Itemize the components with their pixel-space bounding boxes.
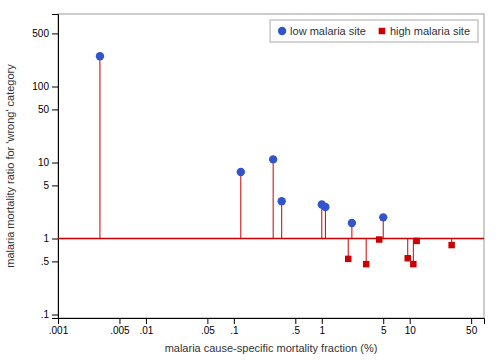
- tick-label: 10: [38, 157, 50, 168]
- point: [376, 236, 382, 242]
- tick-label: .01: [139, 325, 153, 336]
- tick-mark: [471, 318, 472, 324]
- stem: [366, 239, 367, 265]
- tick-mark: [52, 109, 58, 110]
- y-axis-label: malaria mortality ratio for 'wrong' cate…: [4, 64, 16, 268]
- tick-mark: [52, 33, 58, 34]
- stem: [240, 172, 241, 239]
- marks: [58, 52, 484, 267]
- tick-label: 5: [381, 325, 387, 336]
- reference-line: [58, 238, 484, 240]
- tick-label: .005: [110, 325, 130, 336]
- tick-label: 50: [38, 104, 50, 115]
- tick-label: .5: [292, 325, 301, 336]
- tick: .1: [230, 318, 239, 336]
- point: [413, 238, 419, 244]
- point: [404, 255, 410, 261]
- tick: 5: [43, 180, 58, 191]
- point: [363, 261, 369, 267]
- point: [278, 197, 286, 205]
- tick-label: 1: [319, 325, 325, 336]
- y-axis: .1 .5 1 5 10 50 100 500: [32, 15, 58, 321]
- tick-label: 500: [32, 28, 49, 39]
- tick-label: .001: [49, 325, 69, 336]
- x-axis-label: malaria cause-specific mortality fractio…: [165, 342, 378, 354]
- tick: 500: [32, 28, 58, 39]
- tick-mark: [207, 318, 208, 324]
- point: [345, 256, 351, 262]
- chart: .001 .005 .01 .05 .1 .5 1 5 10 50 .1 .5 1 5 10 50 100 500…: [0, 0, 500, 360]
- legend-frame: [270, 20, 478, 42]
- legend-label: high malaria site: [390, 25, 470, 37]
- tick-label: 5: [43, 180, 49, 191]
- tick-label: .05: [201, 325, 215, 336]
- stem: [325, 207, 326, 239]
- tick-mark: [146, 318, 147, 324]
- legend-symbol: [278, 27, 286, 35]
- point: [237, 168, 245, 176]
- tick-label: 10: [405, 325, 417, 336]
- tick: 1: [43, 233, 58, 244]
- legend: low malaria site high malaria site: [270, 20, 478, 42]
- stem: [99, 56, 100, 238]
- tick: 50: [466, 318, 478, 336]
- tick: .001: [49, 318, 69, 336]
- tick: .5: [292, 318, 301, 336]
- tick: 10: [38, 157, 58, 168]
- tick-mark: [383, 318, 384, 324]
- tick-mark: [410, 318, 411, 324]
- tick-label: 100: [32, 81, 49, 92]
- tick-mark: [119, 318, 120, 324]
- point: [348, 219, 356, 227]
- x-axis: .001 .005 .01 .05 .1 .5 1 5 10 50: [49, 318, 485, 336]
- point: [410, 261, 416, 267]
- tick-mark: [52, 87, 58, 88]
- tick: 50: [38, 104, 58, 115]
- legend-label: low malaria site: [290, 25, 366, 37]
- tick-mark: [52, 185, 58, 186]
- point: [379, 213, 387, 221]
- axis-line: [59, 319, 485, 325]
- tick-mark: [52, 163, 58, 164]
- stem: [273, 159, 274, 238]
- tick-label: .1: [41, 309, 50, 320]
- tick: .01: [139, 318, 153, 336]
- tick: 1: [319, 318, 325, 336]
- tick: .05: [201, 318, 215, 336]
- tick-mark: [52, 315, 58, 316]
- tick-label: .5: [41, 256, 50, 267]
- tick-mark: [52, 261, 58, 262]
- point: [321, 203, 329, 211]
- tick-mark: [322, 318, 323, 324]
- tick-label: 50: [466, 325, 478, 336]
- stem: [281, 201, 282, 238]
- point: [448, 242, 454, 248]
- point: [269, 155, 277, 163]
- tick-label: .1: [230, 325, 239, 336]
- legend-symbol: [379, 28, 385, 34]
- tick-mark: [295, 318, 296, 324]
- tick-mark: [234, 318, 235, 324]
- tick: .1: [41, 309, 58, 320]
- tick-mark: [52, 239, 58, 240]
- stem: [321, 205, 322, 239]
- tick-label: 1: [43, 233, 49, 244]
- point: [96, 52, 104, 60]
- axis-line: [52, 15, 59, 319]
- plot-frame: [58, 14, 484, 318]
- tick: 100: [32, 81, 58, 92]
- tick: 10: [405, 318, 417, 336]
- tick: .005: [110, 318, 130, 336]
- tick: 5: [381, 318, 387, 336]
- tick: .5: [41, 256, 58, 267]
